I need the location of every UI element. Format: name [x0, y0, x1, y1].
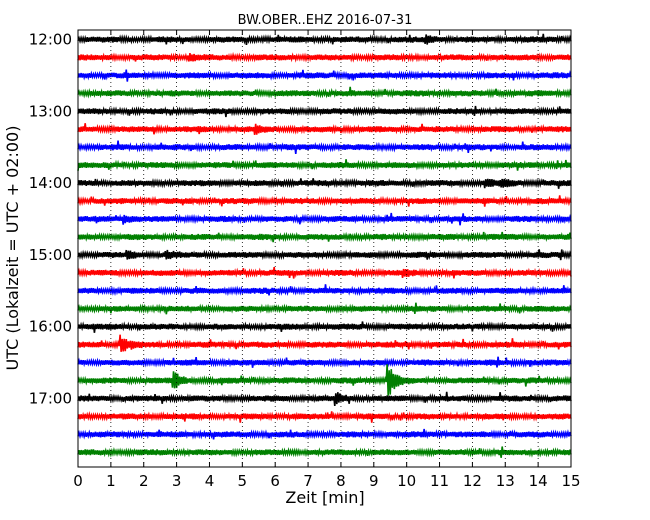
trace-row [77, 284, 572, 297]
x-tick-label: 11 [430, 472, 449, 490]
seismogram-traces [77, 33, 572, 458]
trace-row [77, 267, 572, 279]
trace-row [77, 212, 572, 226]
x-tick-label: 6 [270, 472, 280, 490]
trace-row [77, 123, 572, 135]
x-tick-label: 13 [496, 472, 515, 490]
y-tick-label: 16:00 [29, 318, 72, 336]
trace-row [77, 159, 572, 171]
trace-row [77, 334, 572, 352]
trace-row [77, 446, 572, 458]
x-tick-label: 2 [139, 472, 149, 490]
x-tick-label: 3 [172, 472, 182, 490]
y-axis-label: UTC (Lokalzeit = UTC + 02:00) [3, 126, 22, 371]
x-tick-label: 10 [397, 472, 416, 490]
trace-row [77, 364, 572, 396]
trace-row [77, 86, 572, 99]
x-axis-label: Zeit [min] [285, 488, 364, 507]
trace-row [77, 249, 572, 261]
x-tick-label: 12 [463, 472, 482, 490]
x-tick-label: 7 [303, 472, 313, 490]
trace-row [77, 69, 572, 82]
plot-frame [77, 29, 572, 468]
trace-row [77, 33, 572, 46]
y-tick-label: 14:00 [29, 174, 72, 192]
x-tick-label: 5 [238, 472, 248, 490]
trace-row [77, 428, 572, 440]
chart-title: BW.OBER..EHZ 2016-07-31 [238, 13, 413, 28]
trace-row [77, 391, 572, 407]
y-tick-label: 15:00 [29, 246, 72, 264]
grid-lines [110, 30, 539, 467]
x-tick-label: 14 [529, 472, 548, 490]
trace-row [77, 105, 572, 118]
x-tick-label: 15 [561, 472, 580, 490]
trace-row [77, 140, 572, 154]
x-tick-label: 9 [369, 472, 379, 490]
x-tick-label: 4 [205, 472, 215, 490]
trace-row [77, 231, 572, 243]
y-tick-label: 12:00 [29, 31, 72, 49]
y-axis-ticks: 12:00 13:00 14:00 15:00 16:00 17:00 [29, 31, 571, 408]
trace-row [77, 177, 572, 189]
x-axis-ticks: 0 1 2 3 4 5 6 7 8 9 10 11 12 13 14 15 [73, 30, 581, 490]
x-tick-label: 8 [336, 472, 346, 490]
y-tick-label: 13:00 [29, 102, 72, 120]
x-tick-label: 1 [106, 472, 116, 490]
trace-row [77, 195, 572, 207]
x-tick-label: 0 [73, 472, 83, 490]
y-tick-label: 17:00 [29, 390, 72, 408]
trace-row [77, 411, 572, 423]
trace-row [77, 321, 572, 333]
trace-row [77, 51, 572, 63]
trace-row [77, 356, 572, 368]
trace-row [77, 302, 572, 315]
